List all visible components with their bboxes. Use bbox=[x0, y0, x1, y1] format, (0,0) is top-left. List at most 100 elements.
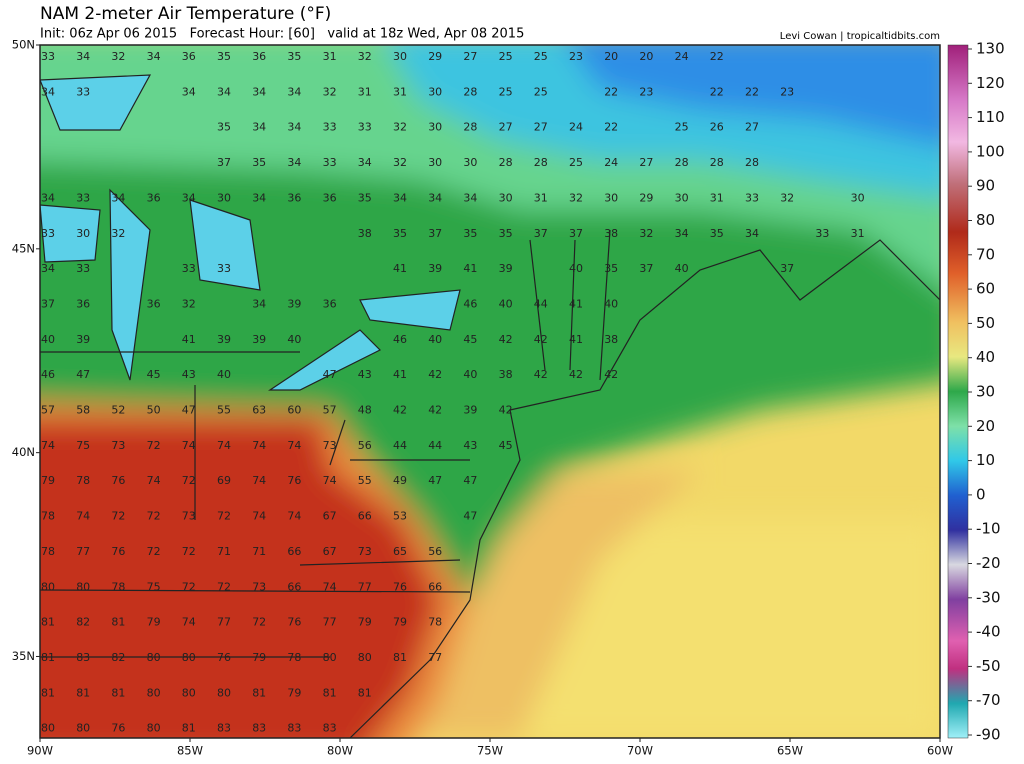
station-value: 22 bbox=[745, 85, 759, 98]
station-value: 41 bbox=[182, 333, 196, 346]
station-value: 47 bbox=[182, 404, 196, 417]
colorbar-label: -70 bbox=[976, 691, 1001, 709]
station-value: 42 bbox=[499, 404, 513, 417]
station-value: 43 bbox=[358, 368, 372, 381]
station-value: 24 bbox=[675, 50, 689, 63]
station-value: 55 bbox=[217, 404, 231, 417]
station-value: 40 bbox=[675, 262, 689, 275]
station-value: 81 bbox=[323, 686, 337, 699]
station-value: 32 bbox=[182, 297, 196, 310]
colorbar-label: 90 bbox=[976, 177, 995, 195]
station-value: 25 bbox=[675, 121, 689, 134]
colorbar bbox=[947, 44, 969, 739]
station-value: 38 bbox=[358, 227, 372, 240]
colorbar-label: -10 bbox=[976, 520, 1001, 538]
station-value: 41 bbox=[569, 297, 583, 310]
station-value: 40 bbox=[217, 368, 231, 381]
y-tick-label: 40N bbox=[12, 445, 35, 459]
station-value: 34 bbox=[428, 191, 442, 204]
y-tick-label: 45N bbox=[12, 241, 35, 255]
station-value: 41 bbox=[393, 262, 407, 275]
station-value: 39 bbox=[463, 404, 477, 417]
station-value: 34 bbox=[463, 191, 477, 204]
station-value: 74 bbox=[252, 474, 266, 487]
station-value: 79 bbox=[147, 616, 161, 629]
station-value: 78 bbox=[41, 545, 55, 558]
station-value: 72 bbox=[182, 474, 196, 487]
station-value: 47 bbox=[323, 368, 337, 381]
station-value: 81 bbox=[111, 616, 125, 629]
station-value: 28 bbox=[534, 156, 548, 169]
station-value: 30 bbox=[217, 191, 231, 204]
station-value: 41 bbox=[463, 262, 477, 275]
station-value: 49 bbox=[393, 474, 407, 487]
station-value: 78 bbox=[76, 474, 90, 487]
station-value: 35 bbox=[499, 227, 513, 240]
station-value: 38 bbox=[604, 333, 618, 346]
station-value: 79 bbox=[41, 474, 55, 487]
temperature-field bbox=[40, 45, 940, 738]
station-value: 81 bbox=[252, 686, 266, 699]
station-value: 81 bbox=[41, 686, 55, 699]
station-value: 81 bbox=[41, 616, 55, 629]
station-value: 31 bbox=[534, 191, 548, 204]
station-value: 81 bbox=[393, 651, 407, 664]
station-value: 79 bbox=[252, 651, 266, 664]
station-value: 27 bbox=[499, 121, 513, 134]
station-value: 42 bbox=[428, 404, 442, 417]
station-value: 30 bbox=[428, 156, 442, 169]
station-value: 32 bbox=[111, 227, 125, 240]
station-value: 72 bbox=[147, 439, 161, 452]
title: NAM 2-meter Air Temperature (°F) bbox=[40, 4, 331, 24]
station-value: 20 bbox=[639, 50, 653, 63]
station-value: 34 bbox=[182, 85, 196, 98]
station-value: 34 bbox=[147, 50, 161, 63]
station-value: 40 bbox=[604, 297, 618, 310]
station-value: 28 bbox=[499, 156, 513, 169]
station-value: 80 bbox=[358, 651, 372, 664]
colorbar-label: 10 bbox=[976, 451, 995, 469]
station-value: 83 bbox=[217, 722, 231, 735]
station-value: 69 bbox=[217, 474, 231, 487]
station-value: 23 bbox=[639, 85, 653, 98]
station-value: 39 bbox=[499, 262, 513, 275]
station-value: 43 bbox=[463, 439, 477, 452]
station-value: 33 bbox=[217, 262, 231, 275]
station-value: 78 bbox=[428, 616, 442, 629]
station-value: 39 bbox=[428, 262, 442, 275]
station-value: 33 bbox=[76, 262, 90, 275]
station-value: 74 bbox=[252, 510, 266, 523]
x-tick-label: 90W bbox=[27, 744, 53, 758]
station-value: 53 bbox=[393, 510, 407, 523]
station-value: 46 bbox=[463, 297, 477, 310]
colorbar-label: 20 bbox=[976, 417, 995, 435]
station-value: 83 bbox=[76, 651, 90, 664]
station-value: 39 bbox=[287, 297, 301, 310]
station-value: 45 bbox=[463, 333, 477, 346]
station-value: 34 bbox=[287, 156, 301, 169]
station-value: 27 bbox=[639, 156, 653, 169]
station-value: 77 bbox=[428, 651, 442, 664]
station-value: 30 bbox=[851, 191, 865, 204]
station-value: 33 bbox=[815, 227, 829, 240]
x-tick-label: 75W bbox=[477, 744, 503, 758]
station-value: 42 bbox=[428, 368, 442, 381]
station-value: 32 bbox=[569, 191, 583, 204]
station-value: 39 bbox=[217, 333, 231, 346]
station-value: 30 bbox=[428, 121, 442, 134]
station-value: 71 bbox=[217, 545, 231, 558]
credit: Levi Cowan | tropicaltidbits.com bbox=[780, 31, 940, 42]
x-tick-label: 70W bbox=[627, 744, 653, 758]
station-value: 22 bbox=[710, 85, 724, 98]
station-value: 34 bbox=[41, 262, 55, 275]
station-value: 77 bbox=[323, 616, 337, 629]
colorbar-label: -40 bbox=[976, 623, 1001, 641]
station-value: 74 bbox=[182, 616, 196, 629]
station-value: 37 bbox=[217, 156, 231, 169]
station-value: 40 bbox=[463, 368, 477, 381]
station-value: 40 bbox=[499, 297, 513, 310]
station-value: 30 bbox=[675, 191, 689, 204]
station-value: 66 bbox=[287, 580, 301, 593]
station-value: 67 bbox=[323, 545, 337, 558]
colorbar-label: 30 bbox=[976, 383, 995, 401]
